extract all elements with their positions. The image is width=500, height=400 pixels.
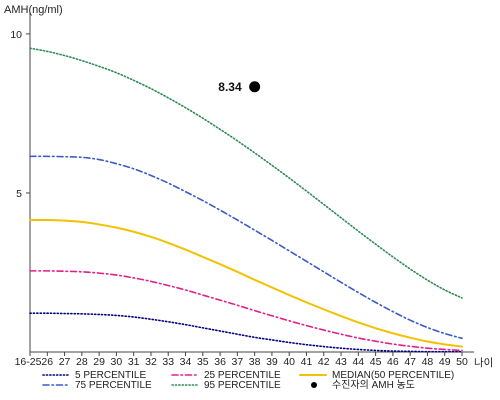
legend-label-25-percentile: 25 PERCENTILE [204, 370, 281, 381]
data-points: 8.34 [218, 80, 261, 94]
x-tick-label: 27 [59, 356, 71, 368]
legend-label-5-percentile: 5 PERCENTILE [75, 370, 146, 381]
x-tick-label: 38 [249, 356, 261, 368]
legend-marker-patient-amh [311, 382, 317, 388]
axis-ticks: AMH(ng/ml) 5 10 16-25 26 27 28 29 30 31 32 33 34 35 36… [4, 4, 493, 369]
x-tick-label: 29 [93, 356, 105, 368]
x-tick-label: 43 [335, 356, 347, 368]
x-tick-label: 39 [266, 356, 278, 368]
x-tick-label: 30 [111, 356, 123, 368]
x-tick-label: 44 [352, 356, 364, 368]
legend-label-median-50-percentile: MEDIAN(50 PERCENTILE) [332, 370, 454, 381]
x-tick-label: 16-25 [15, 356, 42, 368]
x-tick-label: 32 [145, 356, 157, 368]
x-tick-label: 41 [301, 356, 313, 368]
x-axis-label: 나이 [474, 357, 493, 369]
series-line-median-50-percentile [29, 218, 463, 348]
x-tick-label: 42 [318, 356, 330, 368]
y-axis-label: AMH(ng/ml) [4, 4, 63, 16]
x-tick-label: 34 [180, 356, 192, 368]
series-lines [29, 47, 463, 353]
x-tick-label: 47 [404, 356, 416, 368]
patient-amh-point [249, 81, 261, 93]
x-tick-label: 28 [76, 356, 88, 368]
x-tick-label: 37 [232, 356, 244, 368]
x-tick-label: 35 [197, 356, 209, 368]
x-tick-label: 45 [370, 356, 382, 368]
x-tick-label: 36 [214, 356, 226, 368]
patient-amh-value-label: 8.34 [218, 80, 242, 94]
x-tick-label: 26 [41, 356, 53, 368]
legend-label-patient-amh: 수진자의 AMH 농도 [332, 379, 415, 391]
series-line-75-percentile [29, 155, 463, 340]
x-tick-label: 40 [283, 356, 295, 368]
x-tick-label: 49 [439, 356, 451, 368]
axes [29, 12, 474, 353]
legend: 5 PERCENTILE 25 PERCENTILE MEDIAN(50 PERCE… [42, 370, 454, 391]
x-tick-label: 33 [162, 356, 174, 368]
x-tick-label: 50 [456, 356, 468, 368]
y-tick-label: 5 [16, 188, 22, 200]
legend-label-75-percentile: 75 PERCENTILE [75, 380, 152, 391]
y-tick-label: 10 [10, 29, 22, 41]
x-tick-label: 48 [422, 356, 434, 368]
series-line-95-percentile [29, 47, 463, 299]
x-tick-label: 31 [128, 356, 140, 368]
legend-label-95-percentile: 95 PERCENTILE [204, 380, 281, 391]
series-line-25-percentile [29, 270, 463, 352]
x-tick-label: 46 [387, 356, 399, 368]
series-line-5-percentile [29, 312, 463, 353]
